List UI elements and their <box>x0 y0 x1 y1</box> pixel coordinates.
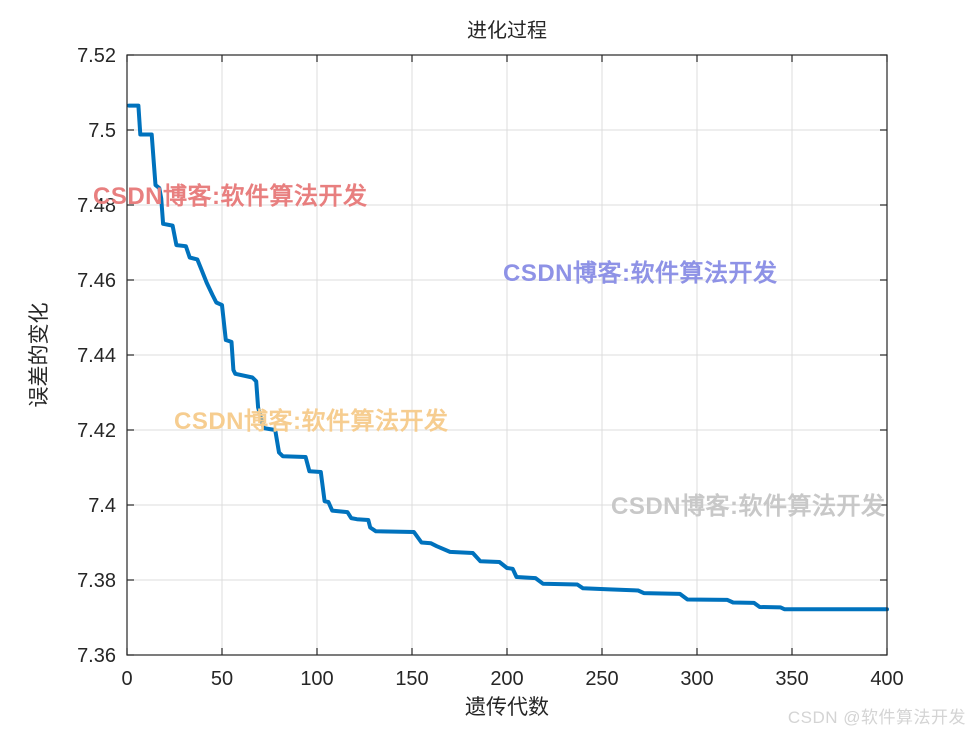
x-tick-label: 350 <box>775 668 808 690</box>
y-tick-label: 7.36 <box>77 645 116 667</box>
watermark-corner-credit: CSDN @软件算法开发 <box>787 708 966 727</box>
chart-title: 进化过程 <box>467 19 547 42</box>
y-axis-label: 误差的变化 <box>28 303 51 408</box>
y-tick-label: 7.4 <box>88 495 116 517</box>
x-tick-label: 250 <box>585 668 618 690</box>
x-tick-label: 150 <box>395 668 428 690</box>
x-axis-label: 遗传代数 <box>465 696 549 719</box>
y-tick-label: 7.48 <box>77 195 116 217</box>
series-polyline <box>126 103 889 612</box>
x-tick-label: 100 <box>300 668 333 690</box>
y-tick-label: 7.42 <box>77 420 116 442</box>
x-tick-label: 300 <box>680 668 713 690</box>
y-tick-label: 7.44 <box>77 345 116 367</box>
axes-box <box>126 54 888 656</box>
error-curve-line <box>126 103 889 612</box>
y-tick-label: 7.38 <box>77 570 116 592</box>
y-tick-label: 7.46 <box>77 270 116 292</box>
y-tick-label: 7.5 <box>88 120 116 142</box>
x-tick-label: 0 <box>121 668 132 690</box>
x-tick-label: 200 <box>490 668 523 690</box>
grid-lines <box>127 55 887 655</box>
x-tick-label: 50 <box>211 668 233 690</box>
y-tick-label: 7.52 <box>77 45 116 67</box>
tick-labels: 0 50 100 150 200 250 300 350 400 7.36 7.38 7.4 7.42 7… <box>77 45 904 690</box>
x-tick-label: 400 <box>870 668 903 690</box>
